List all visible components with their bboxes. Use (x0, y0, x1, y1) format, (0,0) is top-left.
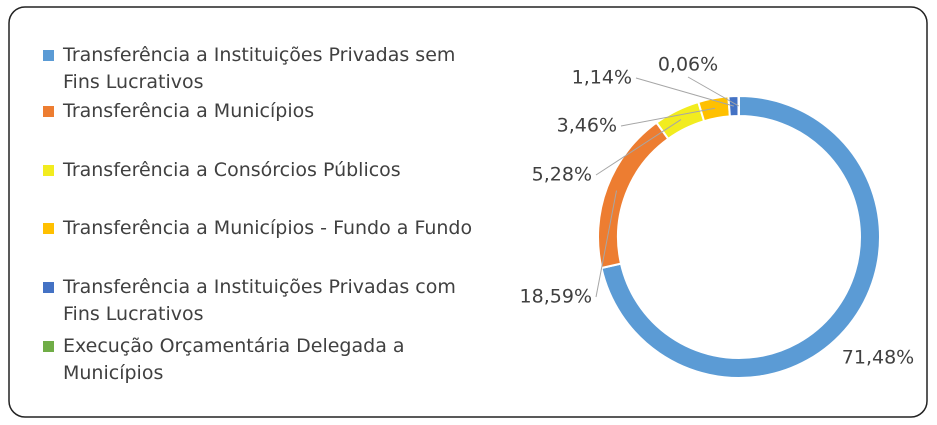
leader-line (687, 76, 740, 107)
legend-label: Transferência a Instituições Privadas co… (63, 276, 456, 325)
data-label: 3,46% (557, 115, 617, 137)
data-label: 5,28% (532, 164, 592, 186)
legend-label: Transferência a Municípios - Fundo a Fun… (63, 217, 473, 239)
data-label: 1,14% (572, 67, 632, 89)
legend-swatch (43, 223, 54, 234)
data-label: 18,59% (520, 286, 592, 308)
legend-label: Execução Orçamentária Delegada a Municíp… (63, 335, 405, 384)
legend-swatch (43, 165, 54, 176)
legend-swatch (43, 341, 54, 352)
legend-label: Transferência a Municípios (63, 100, 315, 122)
legend-label: Transferência a Consórcios Públicos (63, 159, 401, 181)
leader-line (595, 119, 682, 176)
leader-line (635, 77, 734, 107)
leader-line (620, 107, 716, 127)
legend-swatch (43, 50, 54, 61)
legend-entry: Transferência a Municípios - Fundo a Fun… (43, 215, 483, 242)
legend-swatch (43, 106, 54, 117)
leader-line (595, 190, 617, 298)
legend-swatch (43, 282, 54, 293)
data-label: 0,06% (658, 54, 718, 76)
legend-entry: Transferência a Consórcios Públicos (43, 157, 483, 184)
data-label: 71,48% (842, 347, 914, 369)
legend-entry: Transferência a Instituições Privadas se… (43, 42, 483, 96)
legend-entry: Transferência a Municípios (43, 98, 483, 125)
legend-entry: Execução Orçamentária Delegada a Municíp… (43, 333, 483, 387)
legend-label: Transferência a Instituições Privadas se… (63, 44, 456, 93)
legend-entry: Transferência a Instituições Privadas co… (43, 274, 483, 328)
